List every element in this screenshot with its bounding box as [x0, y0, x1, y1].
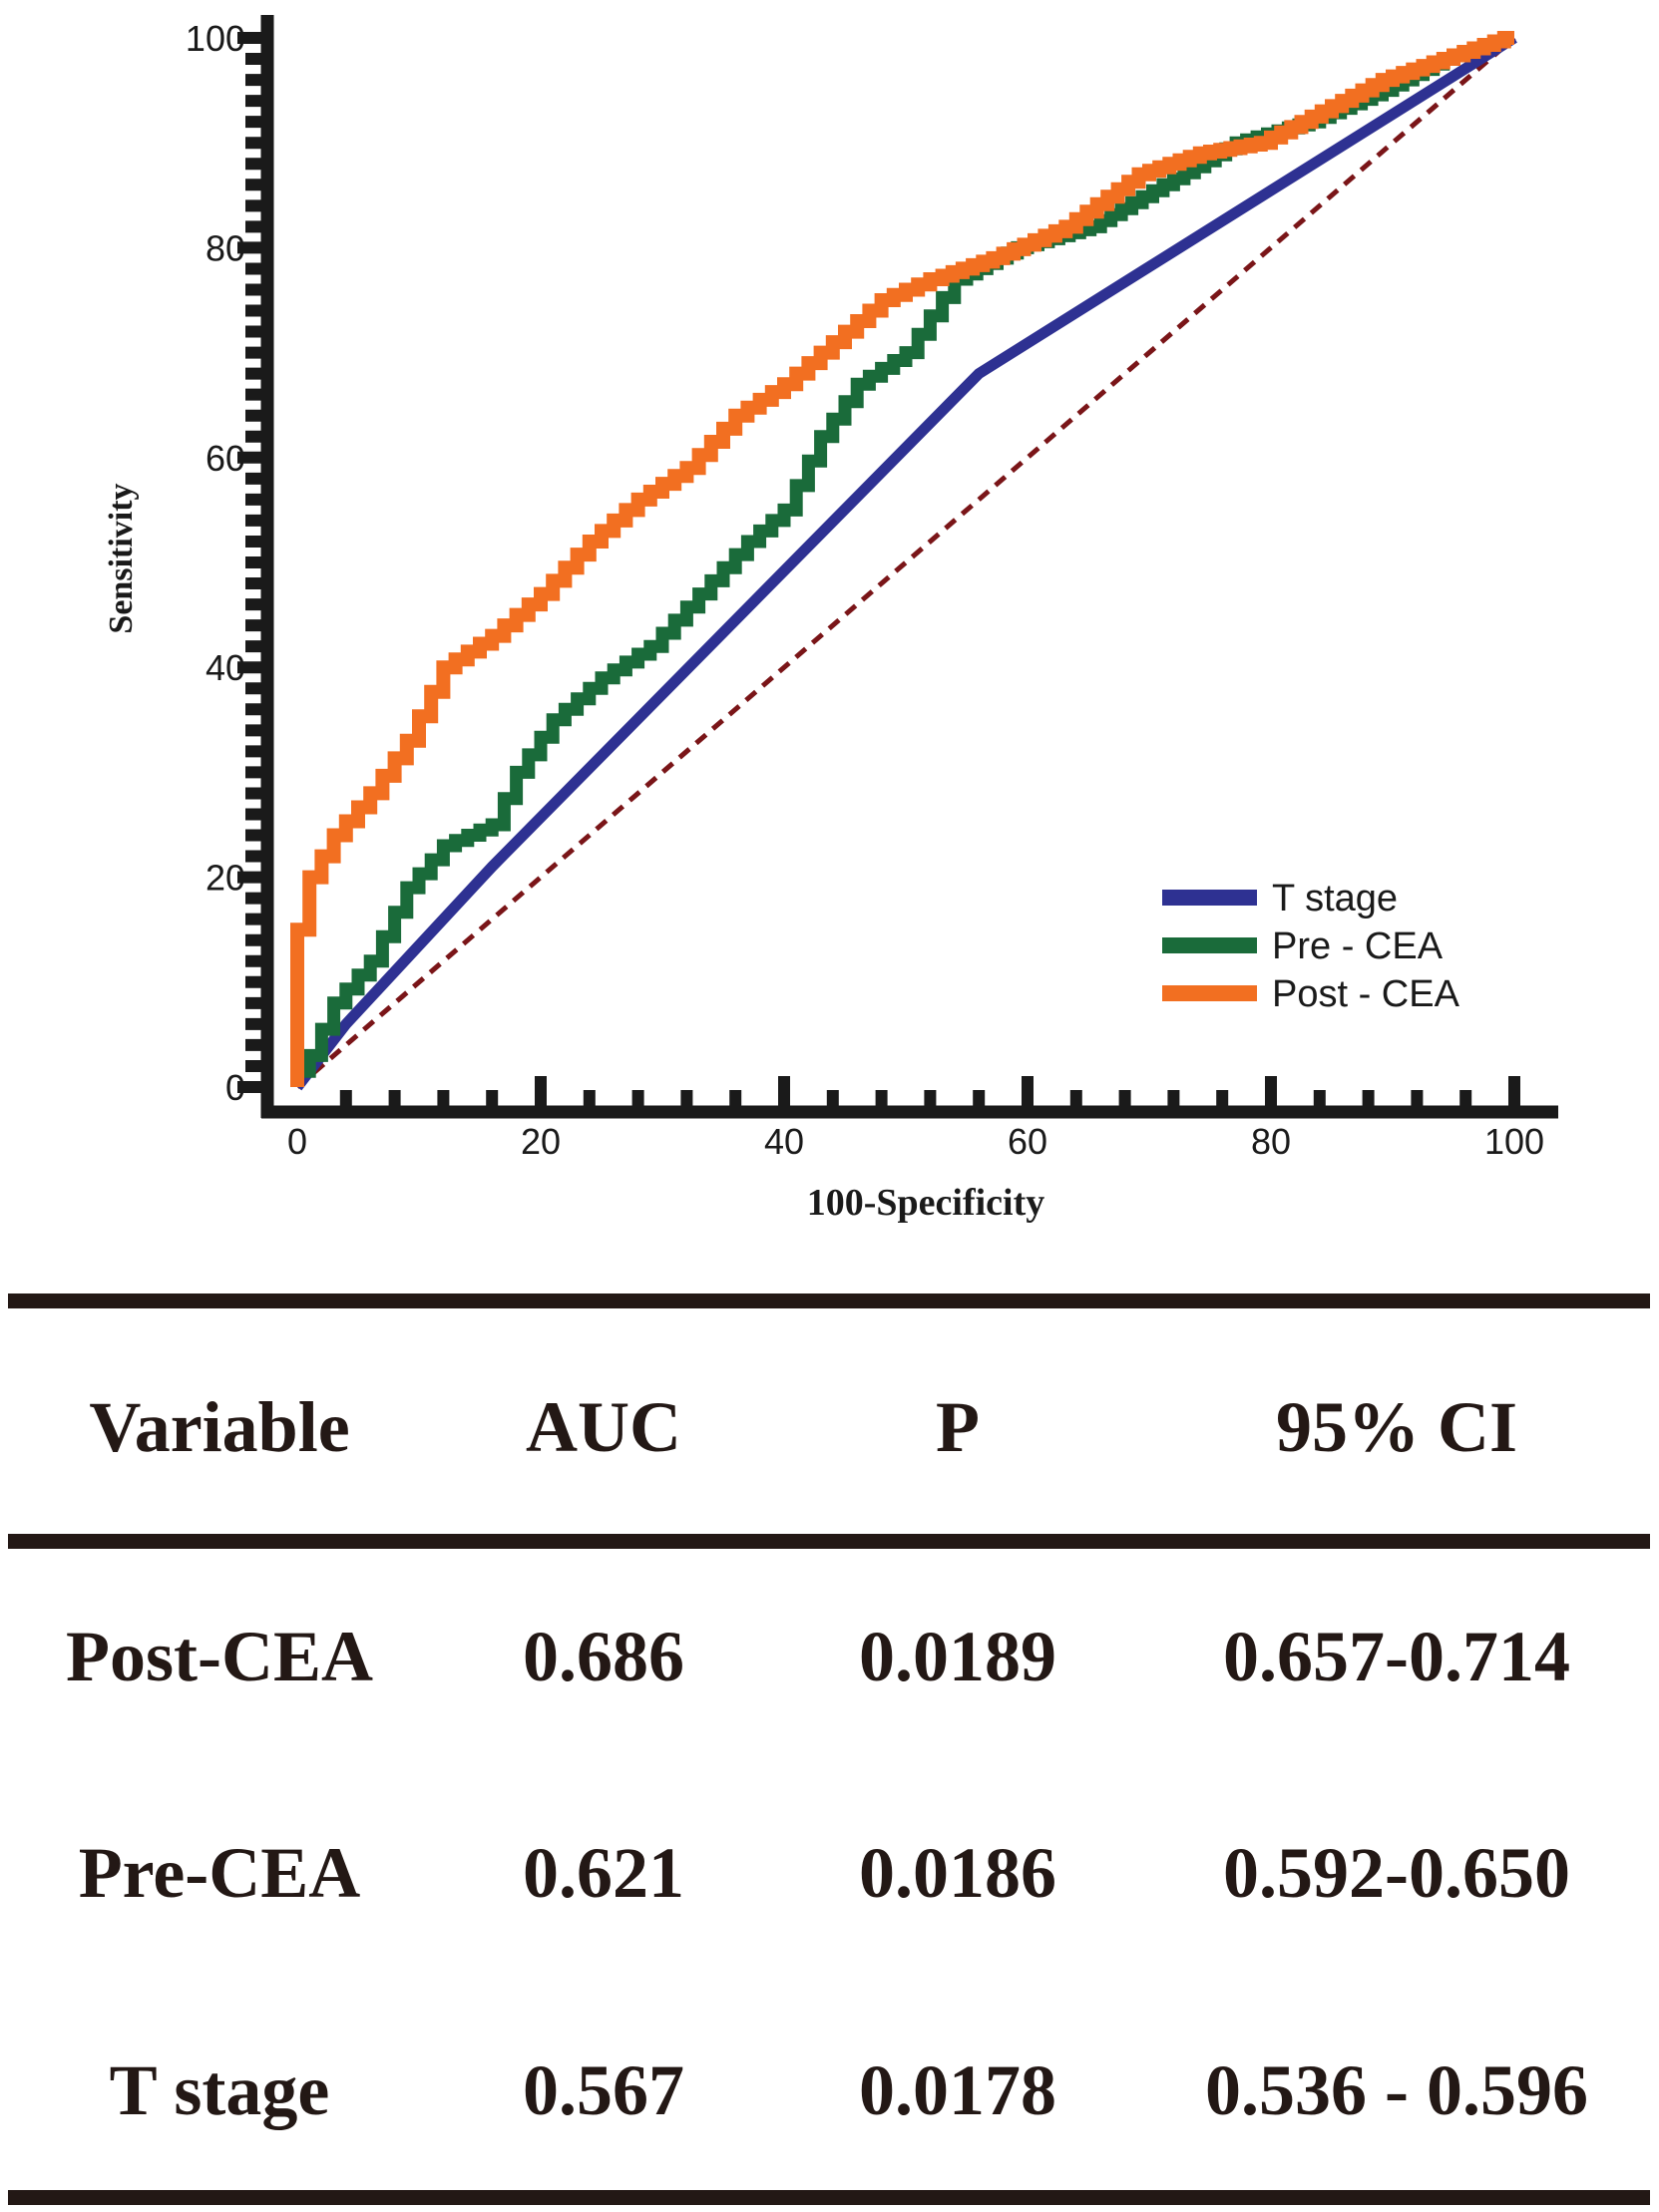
cell-p: 0.0186: [859, 1833, 1056, 1913]
y-axis-title: Sensitivity: [103, 483, 140, 633]
header-auc: AUC: [526, 1387, 681, 1467]
roc-curves: [290, 31, 1517, 1091]
legend-label: Post - CEA: [1272, 973, 1460, 1015]
x-tick-label: 60: [1008, 1121, 1047, 1162]
legend-label: T stage: [1272, 878, 1398, 920]
cell-p: 0.0178: [859, 2050, 1056, 2130]
cell-variable: Post-CEA: [66, 1617, 373, 1696]
y-tick-label: 80: [206, 227, 245, 268]
x-axis-title: 100-Specificity: [807, 1182, 1045, 1224]
cell-p: 0.0189: [859, 1617, 1056, 1696]
y-tick-label: 0: [225, 1067, 245, 1108]
y-tick-label: 40: [206, 647, 245, 688]
tick-labels: 0 20 40 60 80 100 0 20 40 60 80 100: [186, 18, 1544, 1162]
legend: T stage Pre - CEA Post - CEA: [1162, 878, 1460, 1015]
x-tick-label: 0: [287, 1121, 307, 1162]
table-top-rule: [8, 1293, 1650, 1308]
x-tick-label: 40: [764, 1121, 804, 1162]
roc-chart: 0 20 40 60 80 100 0 20 40 60 80 100 T stage Pre - CE…: [103, 15, 1558, 1224]
cell-ci: 0.592-0.650: [1223, 1833, 1570, 1913]
header-variable: Variable: [89, 1387, 350, 1467]
cell-auc: 0.567: [523, 2050, 684, 2130]
cell-variable: T stage: [109, 2050, 330, 2130]
cell-variable: Pre-CEA: [78, 1833, 361, 1913]
cell-ci: 0.536 - 0.596: [1205, 2050, 1588, 2130]
y-tick-label: 20: [206, 858, 245, 899]
cell-auc: 0.621: [523, 1833, 684, 1913]
cell-auc: 0.686: [523, 1617, 684, 1696]
tick-marks: [237, 32, 1520, 1112]
x-tick-label: 100: [1484, 1121, 1544, 1162]
legend-label: Pre - CEA: [1272, 925, 1444, 967]
header-ci: 95% CI: [1275, 1387, 1517, 1467]
y-tick-label: 100: [186, 18, 245, 59]
cell-ci: 0.657-0.714: [1223, 1617, 1570, 1696]
roc-curve-t-stage: [292, 33, 1517, 1091]
reference-line: [295, 36, 1516, 1089]
table-header-rule: [8, 1534, 1650, 1549]
table-bottom-rule: [8, 2190, 1650, 2205]
roc-curve-post-cea: [290, 31, 1514, 1087]
header-p: P: [936, 1387, 980, 1467]
x-tick-label: 80: [1251, 1121, 1291, 1162]
x-tick-label: 20: [521, 1121, 561, 1162]
y-tick-label: 60: [206, 438, 245, 479]
